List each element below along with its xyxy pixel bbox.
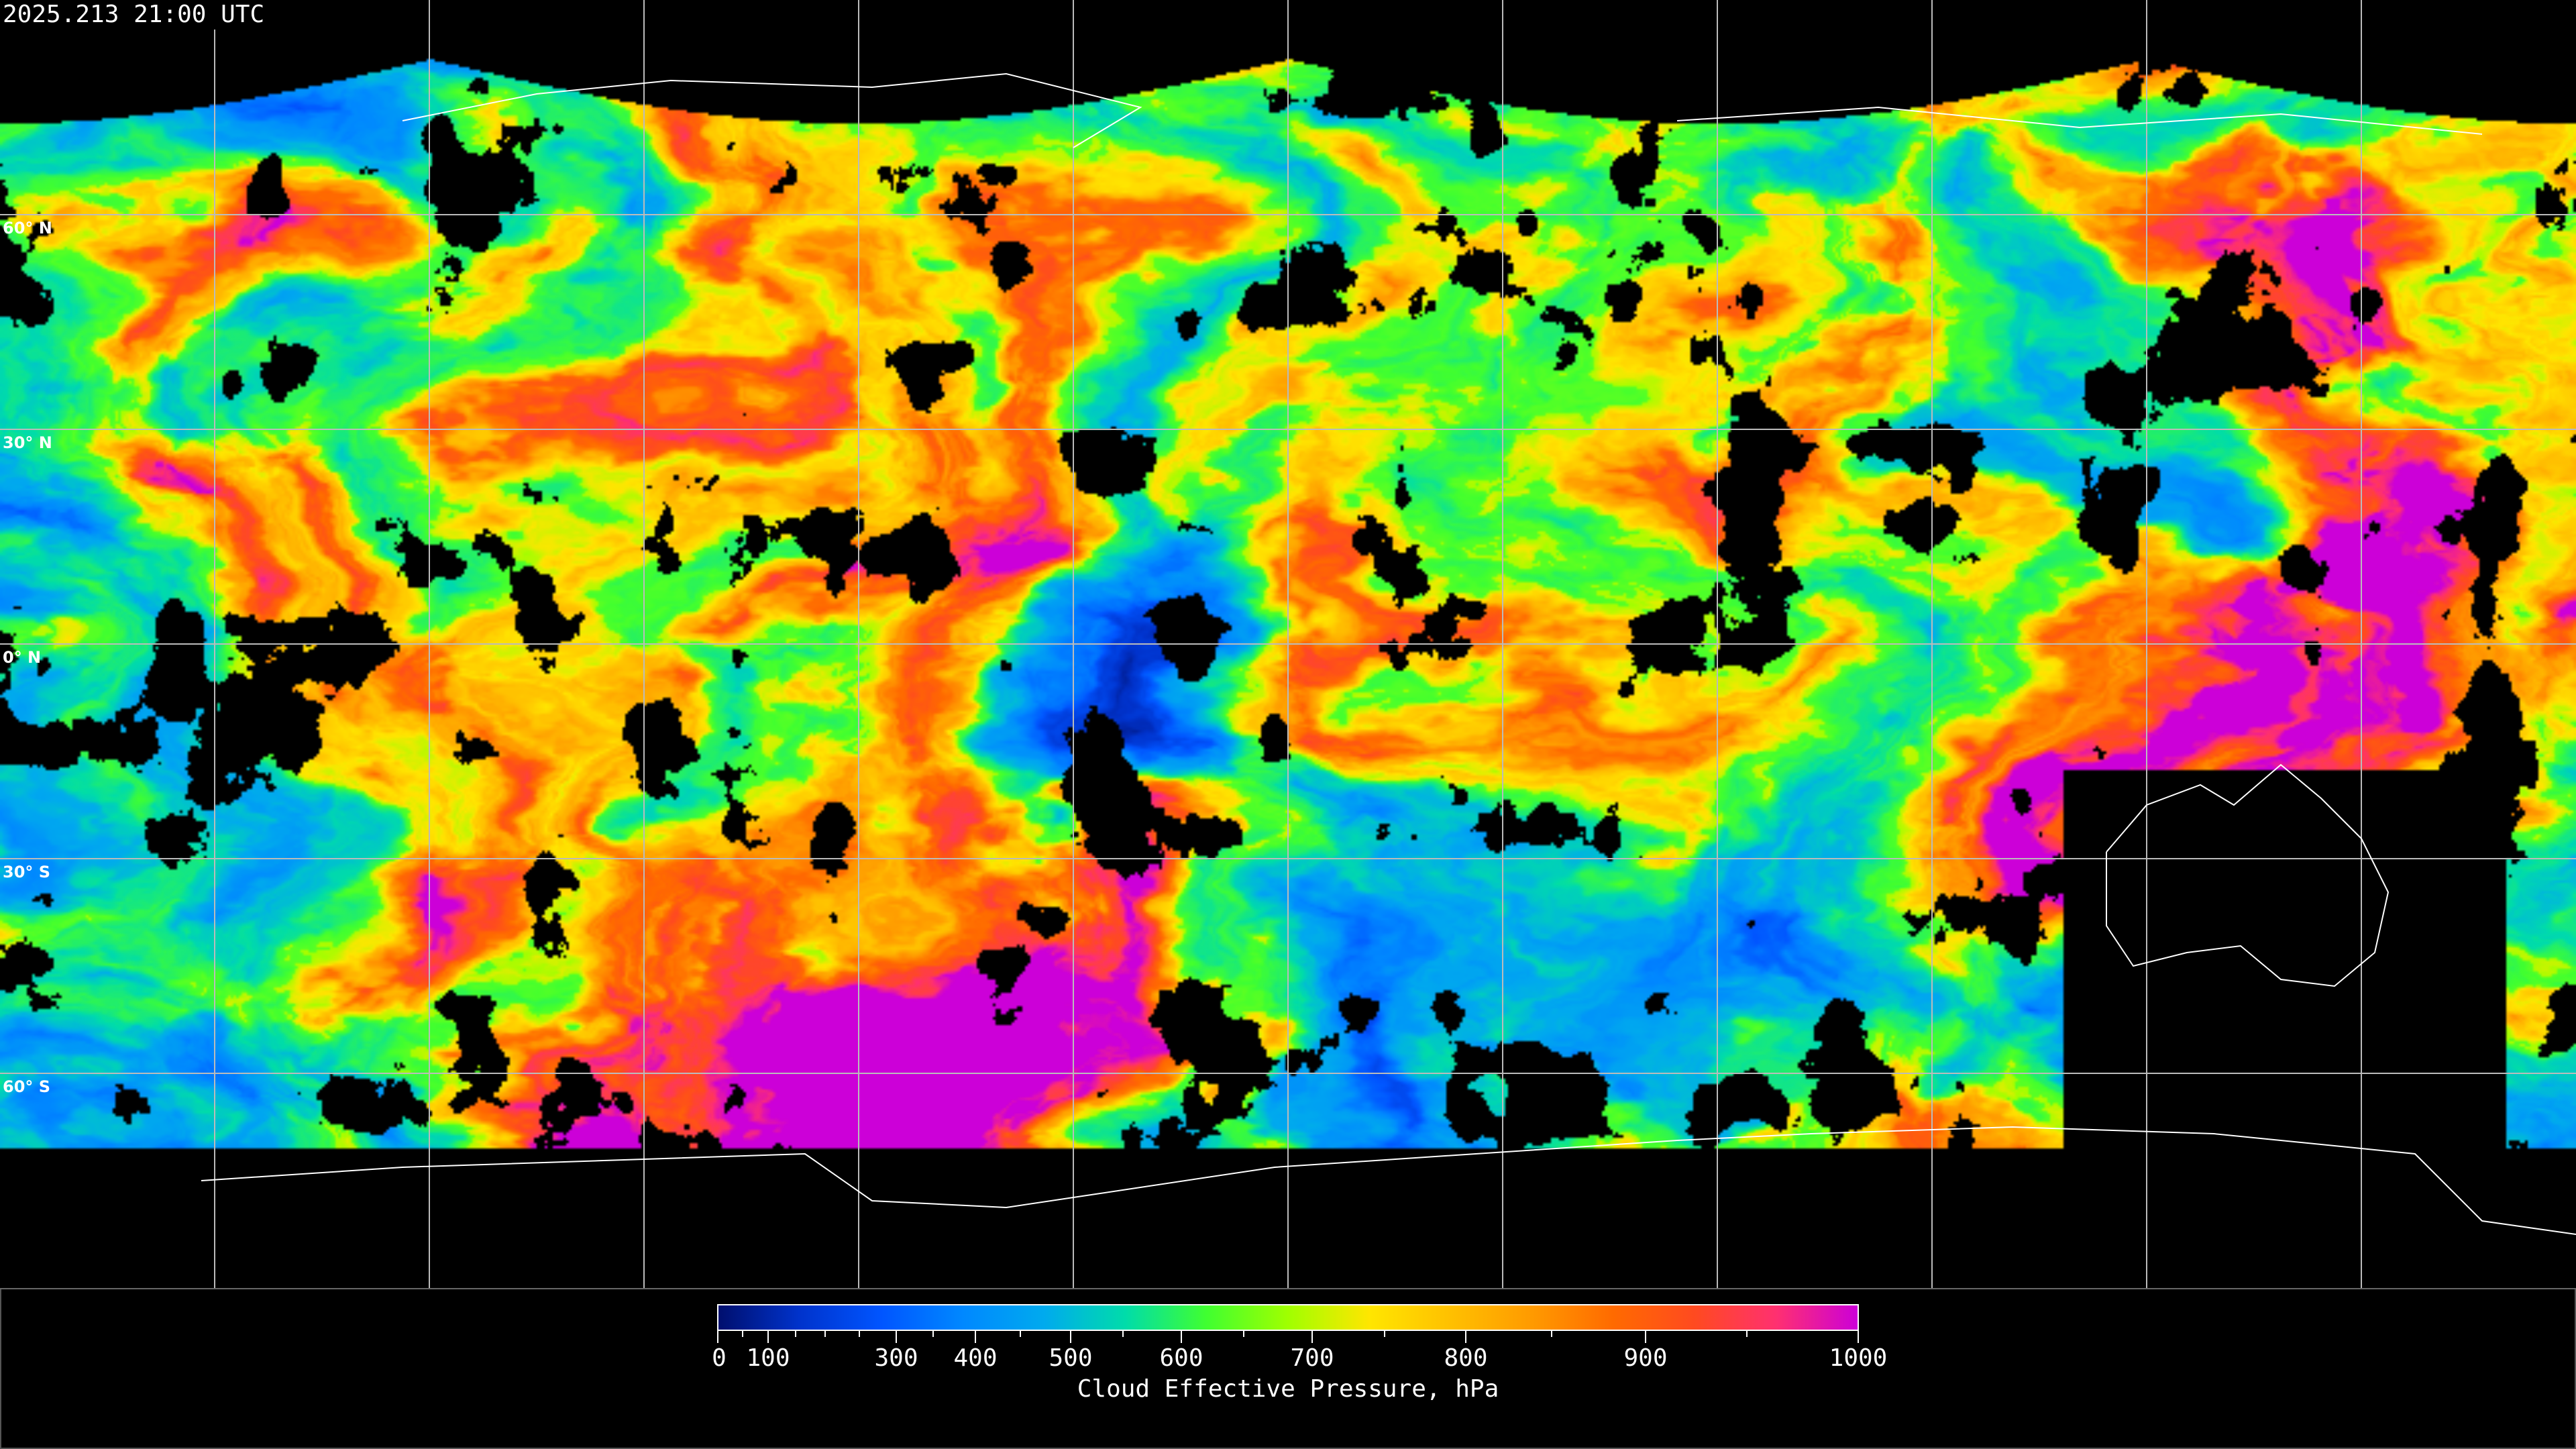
lat-label-0n: 0° N — [3, 648, 42, 667]
lat-label-30s: 30° S — [3, 863, 51, 881]
tick-label-500: 500 — [1049, 1344, 1093, 1372]
tick-label-400: 400 — [953, 1344, 998, 1372]
lat-label-60n: 60° N — [3, 219, 52, 237]
tick-label-700: 700 — [1290, 1344, 1334, 1372]
australia-outline — [2106, 763, 2390, 987]
cloud-pressure-map: 60° N 30° N 0° N 30° S 60° S — [0, 0, 2576, 1289]
tick-label-800: 800 — [1444, 1344, 1488, 1372]
timestamp: 2025.213 21:00 UTC — [3, 0, 270, 30]
lat-label-60s: 60° S — [3, 1077, 51, 1096]
lat-label-30n: 30° N — [3, 433, 52, 452]
eurasia-north-coastline — [1676, 106, 2483, 135]
colorbar — [717, 1304, 1859, 1331]
antarctica-coastline — [201, 1126, 2576, 1235]
greenland-arctic-coastline — [402, 72, 1142, 148]
tick-label-0: 0 — [712, 1344, 727, 1372]
colorbar-title: Cloud Effective Pressure, hPa — [1077, 1375, 1499, 1403]
graticule-and-coastlines — [0, 0, 2576, 1288]
tick-label-600: 600 — [1159, 1344, 1203, 1372]
tick-label-900: 900 — [1623, 1344, 1668, 1372]
tick-label-300: 300 — [874, 1344, 918, 1372]
tick-label-1000: 1000 — [1829, 1344, 1888, 1372]
tick-label-100: 100 — [746, 1344, 790, 1372]
